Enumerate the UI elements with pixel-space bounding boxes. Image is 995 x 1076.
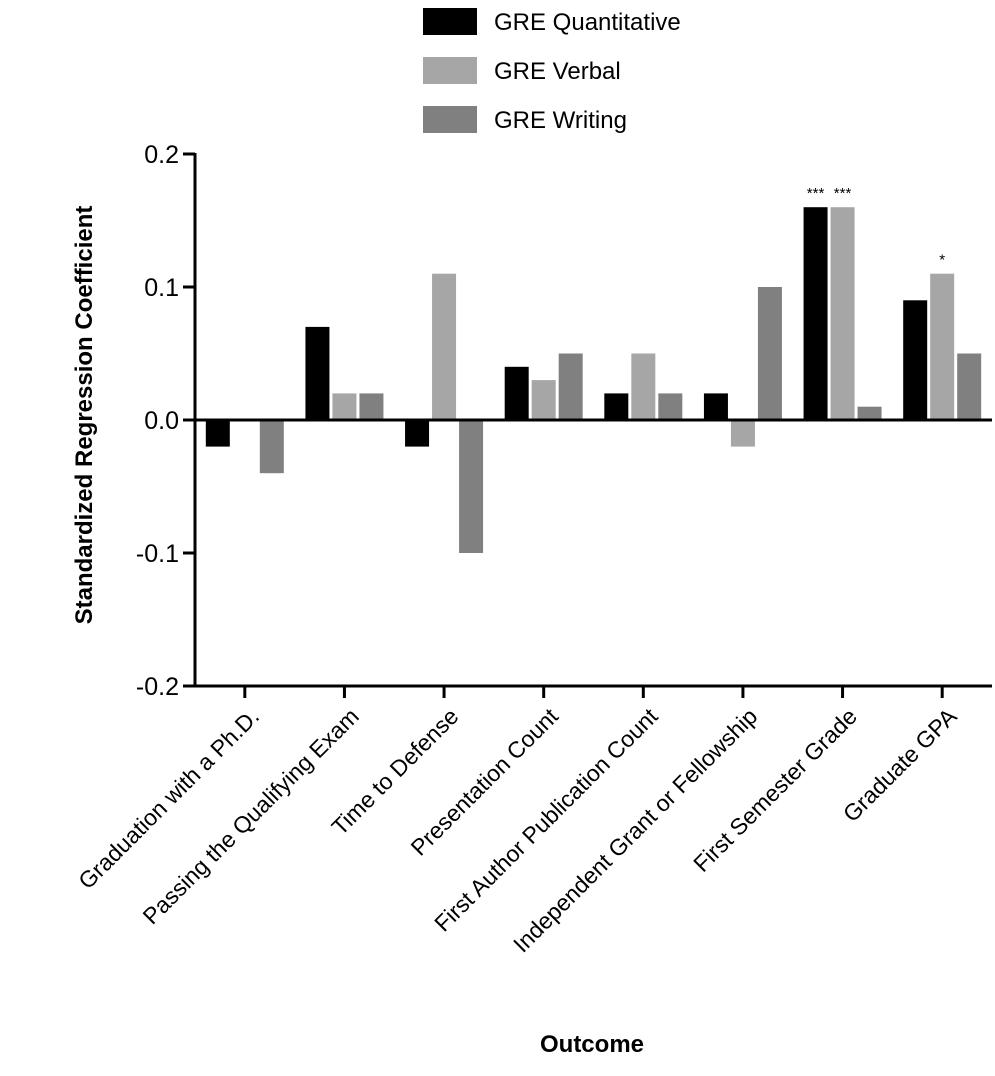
bar <box>658 393 683 420</box>
legend-swatch <box>423 57 477 84</box>
x-tick-label: Passing the Qualifying Exam <box>138 703 364 929</box>
bar <box>730 420 755 447</box>
bar <box>531 380 556 420</box>
significance-label: * <box>939 252 945 269</box>
bar <box>803 207 828 420</box>
bar <box>504 366 529 420</box>
y-axis: 0.2 0.1 0.0 -0.1 -0.2 <box>136 141 197 701</box>
legend-label: GRE Quantitative <box>494 9 681 36</box>
bar <box>205 420 230 447</box>
y-tick-label: 0.2 <box>144 141 179 169</box>
bar <box>405 420 430 447</box>
x-axis-title: Outcome <box>540 1031 644 1058</box>
x-tick-label: Graduation with a Ph.D. <box>73 703 264 894</box>
bar <box>903 300 928 420</box>
bar <box>332 393 357 420</box>
bar <box>957 353 982 420</box>
bar <box>604 393 629 420</box>
bar <box>259 420 284 474</box>
bar <box>432 273 457 420</box>
y-tick-label: -0.2 <box>136 673 179 701</box>
significance-label: *** <box>807 185 825 202</box>
legend-label: GRE Writing <box>494 107 627 134</box>
bar <box>930 273 955 420</box>
bar <box>830 207 855 420</box>
x-tick-label: First Semester Grade <box>688 703 862 877</box>
legend-label: GRE Verbal <box>494 58 621 85</box>
bar <box>857 406 882 420</box>
x-axis: Graduation with a Ph.D.Passing the Quali… <box>73 418 992 957</box>
y-tick-label: -0.1 <box>136 540 179 568</box>
significance-label: *** <box>834 185 852 202</box>
bar <box>558 353 583 420</box>
legend: GRE Quantitative GRE Verbal GRE Writing <box>423 8 681 134</box>
bar <box>703 393 728 420</box>
y-tick-label: 0.1 <box>144 274 179 302</box>
legend-swatch <box>423 8 477 35</box>
bar <box>631 353 656 420</box>
legend-swatch <box>423 106 477 133</box>
y-tick-label: 0.0 <box>144 407 179 435</box>
bar <box>459 420 484 553</box>
y-axis-title: Standardized Regression Coefficient <box>71 206 98 625</box>
bars-group: *** **** <box>205 185 982 553</box>
bar <box>757 287 782 420</box>
bar <box>305 326 330 420</box>
bar <box>359 393 384 420</box>
